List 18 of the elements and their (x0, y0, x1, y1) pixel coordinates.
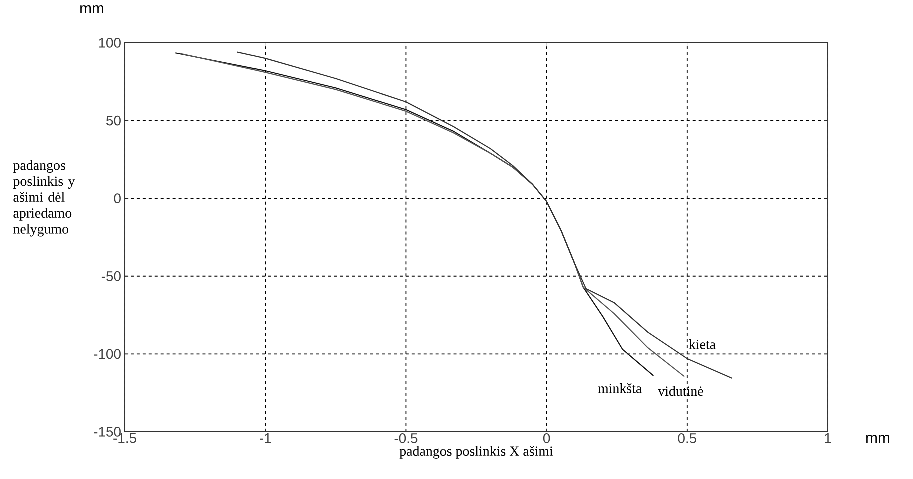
x-tick-label: 0 (543, 433, 550, 444)
y-tick-label: 0 (114, 194, 121, 204)
series-label: vidutinė (658, 386, 704, 396)
x-tick-label: 1 (825, 434, 832, 444)
line-series (236, 52, 733, 380)
x-axis-title: padangos poslinkis X ašimi (400, 446, 554, 459)
x-tick-label: -0.5 (394, 433, 418, 444)
x-tick-label: -1 (260, 434, 272, 444)
x-tick-label: 0.5 (678, 433, 697, 444)
text: mm (866, 434, 890, 444)
series-label: kieta (689, 340, 716, 350)
y-tick-label: 100 (99, 38, 121, 48)
y-tick-label: -50 (102, 271, 121, 282)
text: mm (80, 5, 104, 14)
y-axis-title: padangos poslinkis y ašimi dėl apriedamo nelygumo (13, 160, 76, 237)
y-tick-label: -100 (94, 349, 121, 360)
y-tick-label: 50 (106, 116, 121, 126)
series-label: minkšta (598, 383, 642, 394)
